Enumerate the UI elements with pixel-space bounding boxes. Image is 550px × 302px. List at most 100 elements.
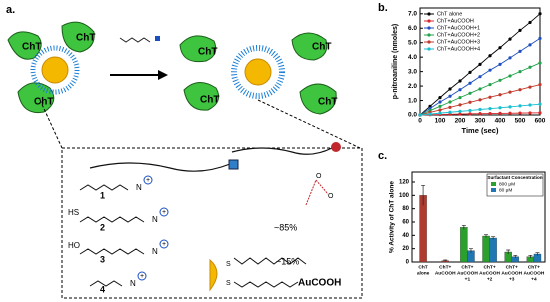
bar — [460, 227, 468, 263]
data-point — [538, 61, 542, 65]
data-point — [498, 46, 502, 50]
arrowhead — [158, 70, 168, 80]
legend-marker — [427, 19, 431, 23]
x-tick-label: AuCOOH — [479, 270, 500, 276]
structures: N + N + N + N + — [79, 142, 341, 292]
data-point — [528, 85, 532, 89]
charge-ring — [137, 271, 147, 281]
data-point — [508, 37, 512, 41]
data-point — [518, 28, 522, 33]
data-point — [438, 108, 442, 112]
chain — [233, 257, 307, 265]
y-axis-label: % Activity of ChT alone — [389, 181, 396, 253]
data-point — [428, 112, 432, 116]
x-tick-label: 0 — [418, 118, 422, 125]
data-point — [478, 98, 482, 102]
ammonium: N — [152, 215, 158, 224]
enzyme — [17, 82, 55, 114]
data-point — [518, 111, 522, 115]
error-bar — [535, 252, 540, 256]
legend-label: ChT alone — [437, 11, 462, 17]
data-point — [468, 91, 472, 95]
data-point — [518, 88, 522, 92]
data-point — [438, 111, 442, 115]
data-point — [478, 62, 482, 66]
data-point — [528, 111, 532, 115]
x-tick-label: 300 — [475, 118, 486, 125]
data-point — [418, 113, 422, 117]
panel-label: a. — [6, 4, 15, 16]
compound-number: 4 — [100, 284, 105, 294]
y-tick-label: 40 — [402, 233, 409, 239]
panel-label: c. — [378, 150, 387, 162]
legend-title: Surfactant Concentration — [487, 175, 542, 180]
data-point — [538, 83, 542, 87]
enzyme-label: ChT — [34, 97, 53, 108]
data-point — [528, 65, 532, 69]
x-tick-label: AuCOOH — [435, 270, 456, 276]
y-tick-label: 2.0 — [408, 83, 417, 90]
percent-label: ~15% — [276, 256, 299, 266]
y-tick-label: 100 — [399, 193, 410, 199]
y-tick-label: 20 — [402, 246, 409, 252]
chain — [79, 216, 145, 223]
charge: + — [140, 273, 144, 280]
zoom-line — [257, 99, 361, 149]
data-point — [538, 111, 542, 115]
chain — [89, 280, 123, 287]
end-group: HO — [68, 241, 80, 250]
data-point — [508, 111, 512, 115]
legend-label: 800 μM — [499, 181, 515, 187]
data-point — [448, 87, 452, 91]
bar — [482, 235, 490, 263]
legend-swatch — [491, 188, 496, 192]
monolayer — [30, 45, 80, 95]
chain — [231, 147, 333, 155]
enzyme — [179, 35, 217, 63]
head-group — [228, 159, 239, 170]
gold-surface — [209, 258, 218, 292]
data-point — [458, 96, 462, 100]
y-tick-label: 4.0 — [408, 54, 417, 61]
chain — [89, 162, 231, 172]
y-tick-label: 80 — [402, 206, 409, 212]
error-bar — [484, 234, 489, 238]
compound-number: 3 — [100, 254, 105, 264]
panel-a: a. ChT ChT ChT ChT ChT ChT ChT N+N+N+N+ … — [6, 4, 363, 299]
chain — [233, 281, 299, 288]
monolayer — [231, 45, 285, 99]
data-point — [478, 75, 482, 79]
data-point — [538, 102, 542, 106]
y-tick-label: 3.0 — [408, 68, 417, 75]
x-tick-label: AuCOOH — [457, 270, 478, 276]
enzyme — [7, 31, 42, 60]
data-point — [488, 68, 492, 72]
legend-label: ChT+AuCOOH+1 — [437, 25, 480, 31]
charge: + — [162, 241, 166, 248]
legend-label: ChT+AuCOOH+3 — [437, 39, 480, 45]
data-point — [528, 20, 532, 25]
x-tick-label: 100 — [435, 118, 446, 125]
data-point — [458, 103, 462, 107]
data-point — [468, 81, 472, 85]
y-tick-label: 120 — [399, 180, 410, 186]
data-point — [458, 79, 462, 83]
y-tick-label: 6.0 — [408, 25, 417, 32]
x-tick-label: ChT+ — [439, 264, 451, 270]
oxygen: O — [316, 173, 322, 180]
x-tick-label: +2 — [487, 276, 493, 282]
error-bar — [443, 259, 448, 262]
data-point — [448, 100, 452, 104]
data-point — [478, 107, 482, 112]
zoom-line — [39, 99, 63, 149]
thiol: S — [226, 261, 231, 268]
legend-swatch — [491, 182, 496, 186]
y-tick-label: 7.0 — [408, 11, 417, 18]
gold-core — [244, 58, 272, 86]
legend-marker — [427, 26, 431, 30]
charge: + — [162, 209, 166, 216]
panel-b: b. 0 100 200 300 400 500 600 0.0 1.0 2.0 3.0 4.0 5.0 6… — [378, 2, 546, 135]
error-bar — [506, 249, 511, 254]
ammonium: N — [152, 247, 158, 256]
error-bar — [461, 224, 466, 230]
